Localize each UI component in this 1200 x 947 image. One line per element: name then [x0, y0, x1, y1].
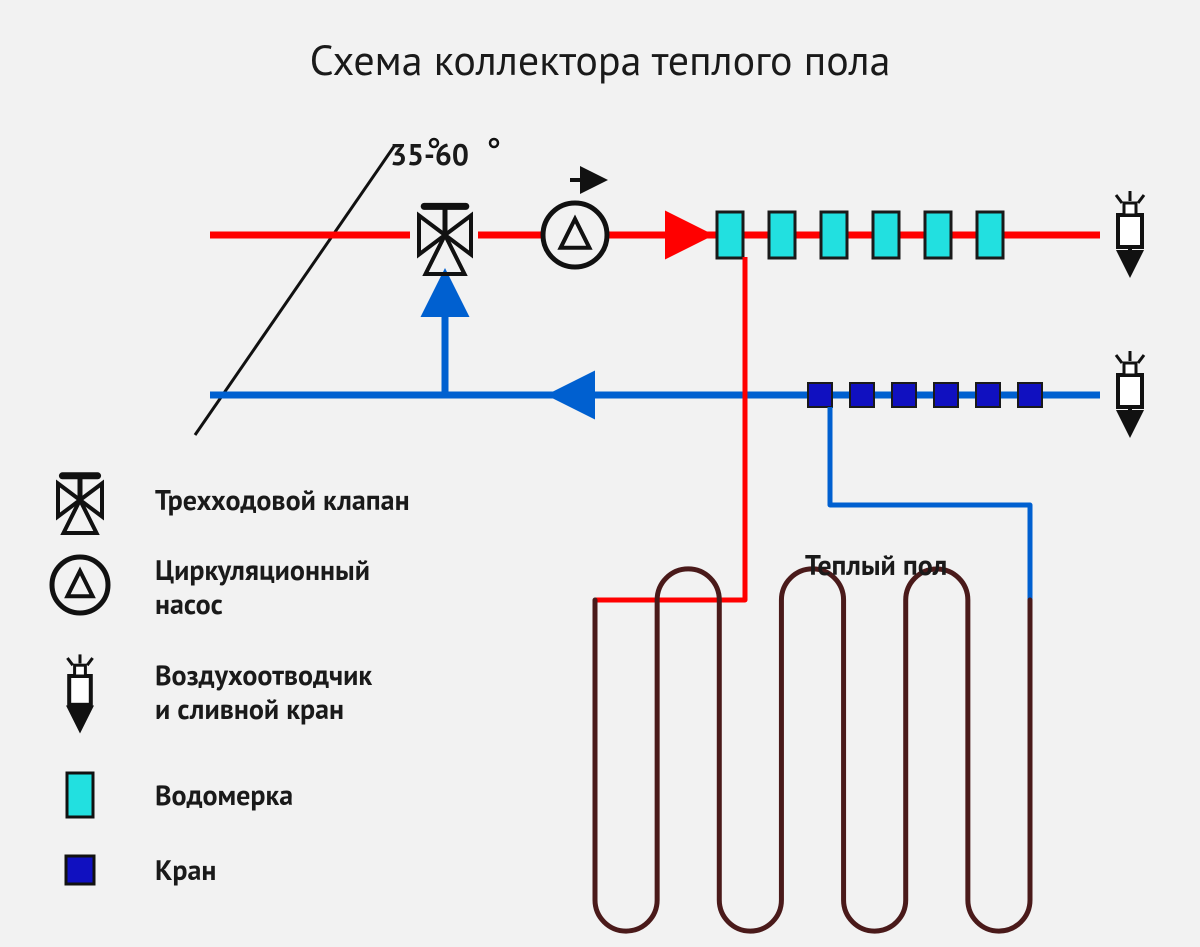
temp-label: 35-60 — [390, 135, 498, 174]
flowmeter — [769, 212, 795, 258]
pump-icon — [543, 203, 607, 267]
legend-row: Трехходовой клапан — [58, 476, 410, 533]
loop-valve — [976, 383, 1000, 407]
legend-row: Водомерка — [67, 773, 293, 817]
legend-label: Трехходовой клапан — [155, 481, 410, 518]
air-vent-icon — [1116, 351, 1144, 430]
flowmeter — [977, 212, 1003, 258]
diagram-title: Схема коллектора теплого пола — [310, 32, 891, 87]
legend-row: Воздухоотводчики сливной кран — [67, 654, 372, 727]
air-vent-icon — [1116, 191, 1144, 270]
flowmeter — [873, 212, 899, 258]
diagram-canvas: Схема коллектора теплого пола 35-60 Теплый… — [0, 0, 1200, 947]
legend-label: Циркуляционныйнасос — [155, 551, 370, 622]
flowmeter — [925, 212, 951, 258]
floor-loop — [595, 569, 1030, 931]
legend-row: Кран — [66, 851, 216, 888]
legend-label: Кран — [155, 851, 216, 888]
flowmeter — [717, 212, 743, 258]
pump-icon — [52, 557, 108, 613]
loop-supply — [595, 560, 745, 600]
valve3-icon — [58, 476, 102, 533]
loop-valve — [934, 383, 958, 407]
air-vent-icon — [67, 654, 92, 725]
valve3-icon — [419, 206, 471, 274]
loop-valve — [808, 383, 832, 407]
legend-label: Водомерка — [155, 776, 293, 813]
legend-label: Воздухоотводчики сливной кран — [155, 656, 372, 727]
flowmeter — [821, 212, 847, 258]
valve-square-icon — [66, 856, 94, 884]
meter-icon — [67, 773, 93, 817]
loop-valve — [850, 383, 874, 407]
warm-floor-label: Теплый пол — [805, 546, 947, 583]
loop-valve — [1018, 383, 1042, 407]
loop-valve — [892, 383, 916, 407]
legend-row: Циркуляционныйнасос — [52, 551, 370, 622]
